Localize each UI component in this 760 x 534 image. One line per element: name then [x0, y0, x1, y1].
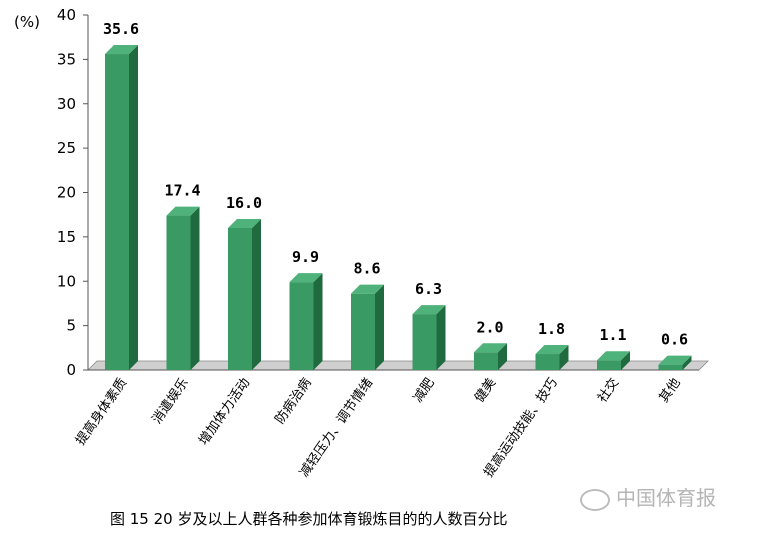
bar-top — [166, 206, 200, 216]
bar — [474, 343, 507, 370]
bar-front — [228, 228, 252, 370]
value-label: 35.6 — [103, 20, 139, 38]
bar-side — [375, 284, 384, 370]
y-tick-label: 20 — [57, 184, 76, 202]
bar-top — [474, 343, 507, 353]
bar — [597, 351, 630, 370]
bar-top — [351, 284, 384, 294]
bar-front — [166, 215, 191, 370]
bar — [166, 206, 200, 370]
bar-front — [474, 352, 498, 370]
y-tick-label: 10 — [57, 272, 76, 290]
category-label: 增加体力活动 — [196, 376, 253, 449]
y-axis-unit-label: (%) — [14, 13, 40, 31]
value-label: 1.1 — [599, 326, 626, 344]
category-label: 提高身体素质 — [72, 375, 130, 448]
wechat-icon — [580, 488, 610, 511]
category-label: 消遣娱乐 — [150, 376, 192, 427]
category-label: 减肥 — [411, 376, 438, 406]
bar-side — [190, 206, 200, 370]
category-label: 社交 — [594, 375, 622, 405]
value-label: 6.3 — [415, 280, 442, 298]
y-tick-label: 40 — [57, 6, 76, 24]
watermark-text: 中国体育报 — [616, 486, 716, 510]
bar-top — [289, 273, 323, 283]
bar — [535, 345, 569, 370]
bar-front — [535, 354, 560, 370]
y-tick-label: 35 — [57, 50, 76, 68]
bar-side — [682, 355, 692, 370]
bar-side — [559, 345, 569, 370]
value-label: 9.9 — [292, 248, 319, 266]
y-ticks: 0 5 10 15 20 25 30 35 40 — [57, 6, 88, 379]
bar-side — [436, 305, 446, 370]
y-tick-label: 0 — [66, 361, 76, 379]
bar — [351, 284, 384, 370]
category-label: 防病治病 — [272, 375, 315, 427]
bar-front — [597, 360, 621, 370]
value-label: 1.8 — [538, 320, 565, 338]
value-label: 16.0 — [226, 194, 262, 212]
y-tick-label: 30 — [57, 95, 76, 113]
bar-top — [412, 305, 446, 315]
bar — [412, 305, 446, 370]
bar-top — [658, 355, 692, 365]
bar-top — [535, 345, 569, 355]
watermark: 中国体育报 — [580, 482, 716, 511]
category-label: 健美 — [472, 376, 499, 406]
value-label: 0.6 — [661, 331, 688, 349]
value-labels: 35.6 17.4 16.0 9.9 8.6 6.3 2.0 1.8 1.1 0.6 — [103, 20, 688, 349]
y-tick-label: 15 — [57, 228, 76, 246]
bar — [105, 45, 138, 371]
bar-front — [289, 282, 314, 370]
bar-front — [105, 54, 129, 371]
bar-top — [597, 351, 630, 361]
bar — [228, 219, 261, 370]
bar — [658, 355, 692, 370]
value-label: 8.6 — [353, 260, 380, 278]
bar-side — [621, 351, 630, 370]
bar-front — [658, 364, 683, 370]
bar — [289, 273, 323, 370]
figure-caption: 图 15 20 岁及以上人群各种参加体育锻炼目的的人数百分比 — [110, 510, 508, 528]
bar-side — [252, 219, 261, 370]
bars — [105, 45, 692, 371]
bar-side — [313, 273, 323, 370]
value-label: 2.0 — [476, 318, 503, 336]
y-tick-label: 5 — [66, 317, 76, 335]
y-tick-label: 25 — [57, 139, 76, 157]
bar-front — [351, 293, 375, 370]
category-label: 其他 — [657, 376, 684, 406]
bar-top — [228, 219, 261, 228]
bar-side — [129, 45, 138, 371]
bar-top — [105, 45, 138, 55]
bar-front — [412, 314, 437, 370]
value-label: 17.4 — [164, 182, 200, 200]
bar-side — [498, 343, 507, 370]
